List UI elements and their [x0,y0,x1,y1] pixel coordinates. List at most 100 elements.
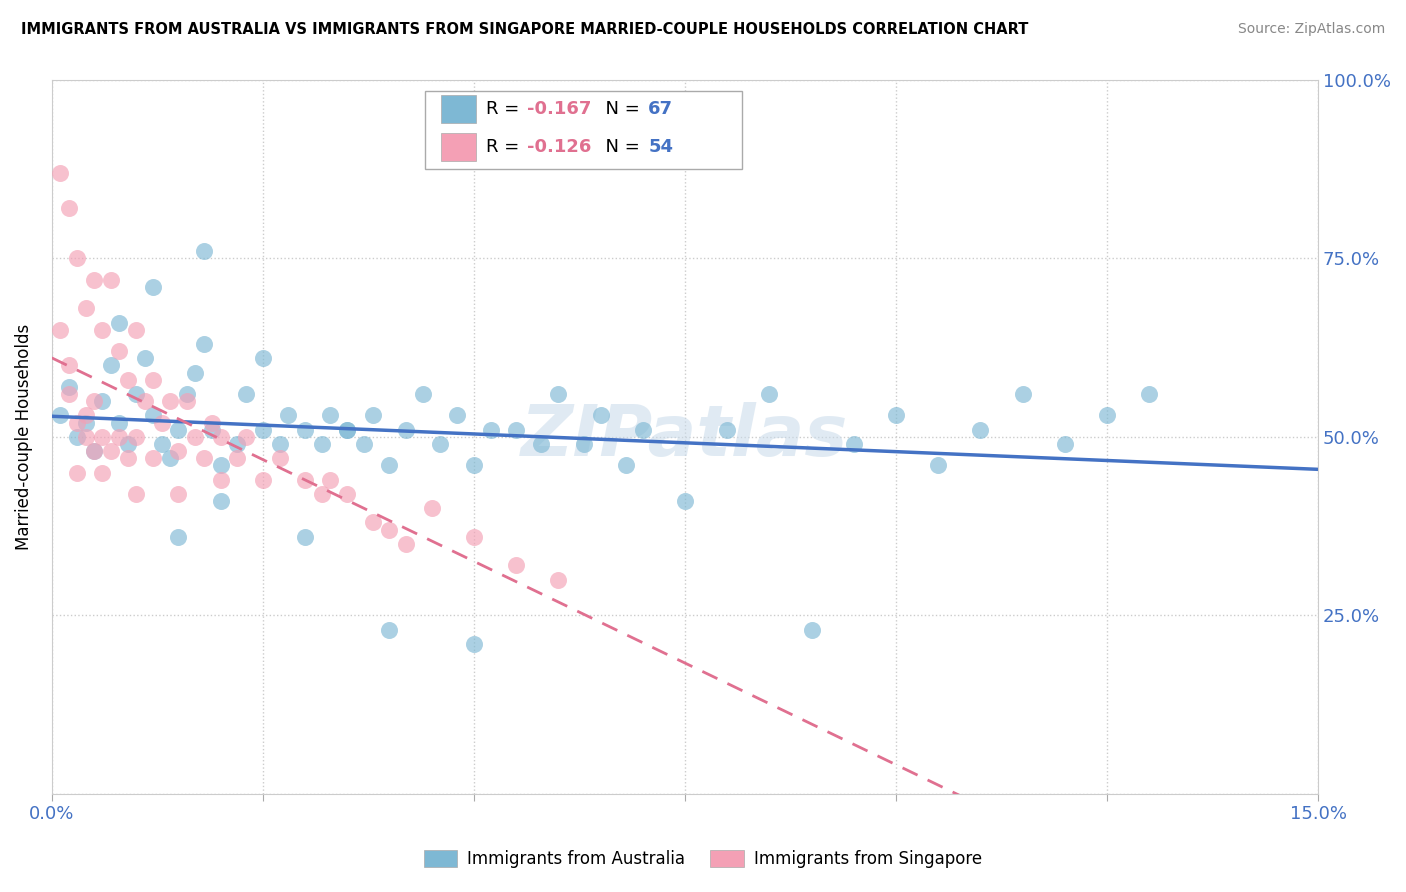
Point [572,437,595,451]
Point [142,373,165,387]
Point [83,444,105,458]
Point [142,280,165,294]
Point [83,444,105,458]
Point [311,487,333,501]
Point [66,416,89,430]
Point [336,423,359,437]
Point [83,273,105,287]
Point [49,166,72,180]
Bar [440,95,477,123]
Point [319,473,342,487]
Text: ZIPatlas: ZIPatlas [522,402,849,471]
Point [91,323,114,337]
Point [91,430,114,444]
Point [446,409,468,423]
Point [1137,387,1160,401]
Point [159,451,181,466]
Point [201,423,224,437]
Point [361,516,384,530]
Point [49,409,72,423]
Point [108,430,131,444]
Point [269,451,291,466]
Point [125,487,148,501]
Point [75,430,97,444]
Point [91,394,114,409]
Point [167,423,190,437]
Point [125,387,148,401]
Point [91,466,114,480]
Point [58,387,80,401]
Point [716,423,738,437]
Point [311,437,333,451]
Point [412,387,434,401]
Point [463,458,485,473]
Text: R =: R = [486,137,524,155]
Point [209,430,232,444]
Point [134,394,156,409]
Point [117,373,139,387]
Point [167,487,190,501]
Point [142,409,165,423]
Point [66,466,89,480]
Point [100,359,122,373]
Point [235,430,257,444]
Text: 67: 67 [648,100,673,118]
Point [420,501,443,516]
Point [209,458,232,473]
Point [589,409,612,423]
Point [117,451,139,466]
Point [1011,387,1033,401]
Point [758,387,780,401]
Point [505,558,527,573]
Bar [426,91,742,169]
Point [167,530,190,544]
Text: R =: R = [486,100,524,118]
Point [336,487,359,501]
Point [100,444,122,458]
Point [294,423,316,437]
Point [378,523,401,537]
Point [150,416,173,430]
Point [117,437,139,451]
Point [125,430,148,444]
Point [75,409,97,423]
Point [252,351,274,366]
Point [100,273,122,287]
Point [378,623,401,637]
Point [49,323,72,337]
Point [235,387,257,401]
Point [969,423,991,437]
Point [58,359,80,373]
Point [58,202,80,216]
Point [361,409,384,423]
Point [336,423,359,437]
Point [193,337,215,351]
Point [159,394,181,409]
Point [884,409,907,423]
Point [463,637,485,651]
Point [201,416,224,430]
Bar [440,133,477,161]
Point [108,316,131,330]
Point [530,437,553,451]
Point [66,252,89,266]
Point [505,423,527,437]
Point [395,537,418,551]
Point [66,430,89,444]
Point [167,444,190,458]
Point [353,437,375,451]
Point [209,494,232,508]
Point [1053,437,1076,451]
Point [479,423,502,437]
Point [429,437,451,451]
Point [75,416,97,430]
Point [927,458,949,473]
Point [108,416,131,430]
Point [269,437,291,451]
Point [176,387,198,401]
Point [294,530,316,544]
Point [176,394,198,409]
Text: Source: ZipAtlas.com: Source: ZipAtlas.com [1237,22,1385,37]
Point [83,394,105,409]
Text: IMMIGRANTS FROM AUSTRALIA VS IMMIGRANTS FROM SINGAPORE MARRIED-COUPLE HOUSEHOLDS: IMMIGRANTS FROM AUSTRALIA VS IMMIGRANTS … [21,22,1028,37]
